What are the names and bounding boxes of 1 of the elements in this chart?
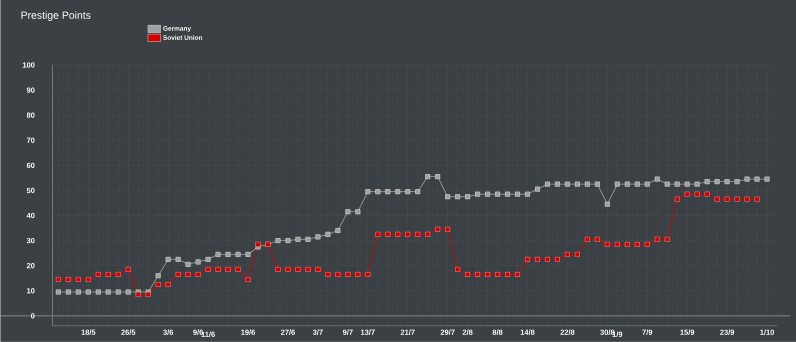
chart-title: Prestige Points bbox=[21, 11, 91, 22]
